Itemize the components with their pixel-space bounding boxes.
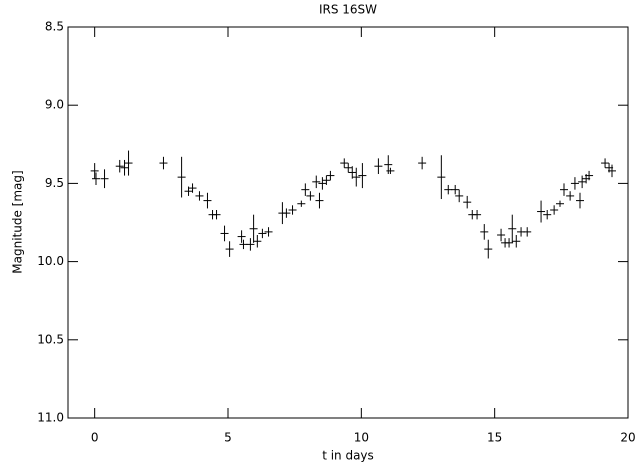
x-axis-label: t in days [322, 449, 374, 463]
y-tick-label: 11.0 [37, 411, 64, 425]
x-tick-label: 5 [224, 431, 232, 445]
x-tick-label: 20 [620, 431, 635, 445]
y-tick-label: 8.5 [45, 20, 64, 34]
x-tick-label: 0 [91, 431, 99, 445]
y-tick-label: 10.0 [37, 254, 64, 268]
y-axis-label: Magnitude [mag] [11, 170, 25, 273]
y-tick-label: 10.5 [37, 332, 64, 346]
chart-title: IRS 16SW [319, 3, 377, 17]
x-tick-label: 15 [487, 431, 502, 445]
y-tick-label: 9.0 [45, 98, 64, 112]
y-tick-label: 9.5 [45, 176, 64, 190]
plot-frame [67, 26, 629, 419]
x-tick-label: 10 [354, 431, 369, 445]
